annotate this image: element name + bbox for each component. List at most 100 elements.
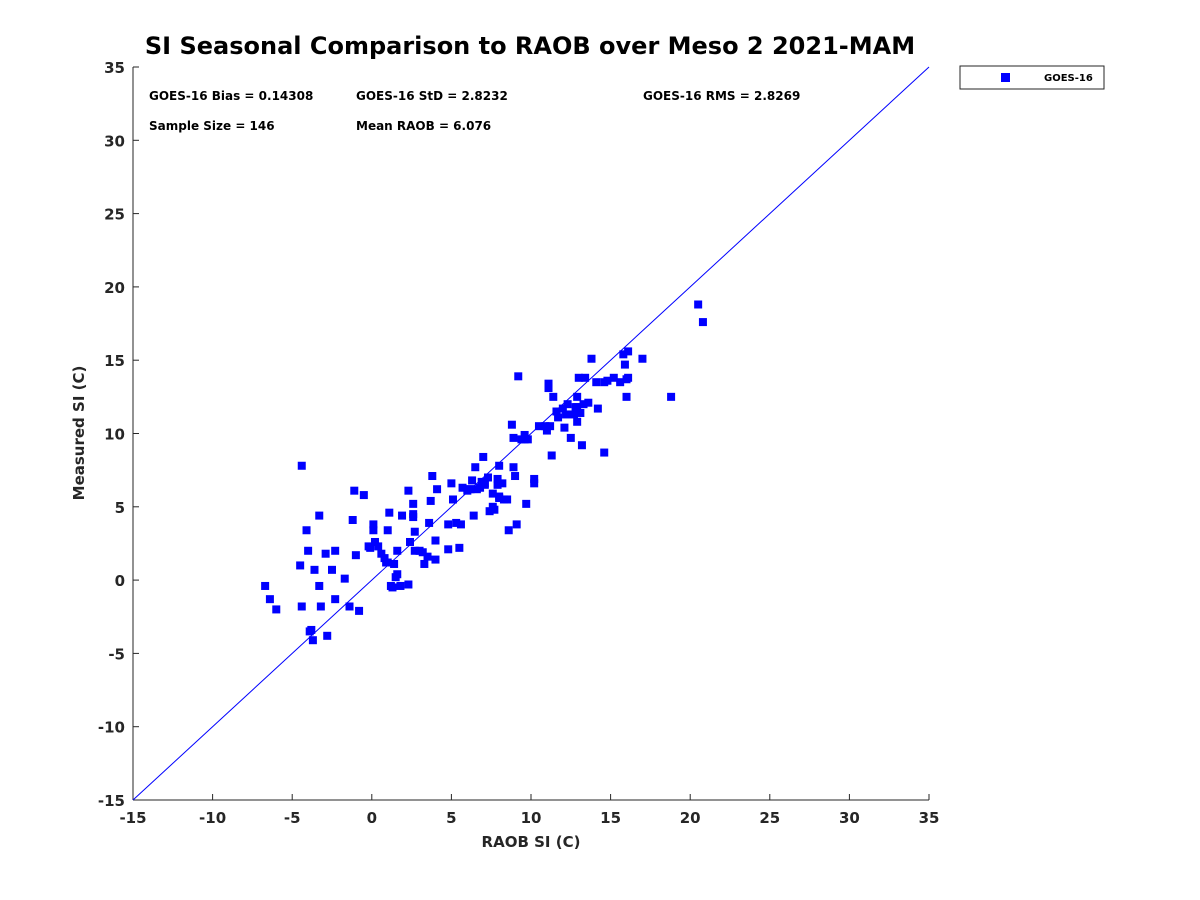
- data-point: [484, 473, 493, 482]
- data-point: [316, 602, 325, 611]
- data-point: [364, 542, 373, 551]
- data-point: [503, 495, 512, 504]
- data-point: [265, 595, 274, 604]
- x-tick-label: 30: [839, 809, 860, 827]
- data-point: [592, 378, 601, 387]
- x-axis-label: RAOB SI (C): [482, 833, 581, 851]
- data-point: [390, 559, 399, 568]
- axes: [132, 67, 929, 801]
- data-point: [576, 408, 585, 417]
- data-point: [549, 392, 558, 401]
- data-point: [616, 378, 625, 387]
- data-point: [377, 549, 386, 558]
- data-point: [511, 472, 520, 481]
- data-point: [383, 558, 392, 567]
- data-point: [455, 543, 464, 552]
- data-point: [638, 354, 647, 363]
- data-point: [420, 559, 429, 568]
- data-point: [345, 602, 354, 611]
- legend-box: [959, 65, 1105, 90]
- data-point: [573, 392, 582, 401]
- x-tick-label: 25: [759, 809, 780, 827]
- data-point: [388, 583, 397, 592]
- data-point: [350, 486, 359, 495]
- axis-ticks: -15 -10 -5 0 5 10 15 20 25 30 35 -15 -10 -5 0 5 10 15 20 25…: [98, 59, 940, 827]
- data-point: [504, 526, 513, 535]
- data-point: [452, 518, 461, 527]
- data-point: [374, 542, 383, 551]
- stat-mean-raob: Mean RAOB = 6.076: [356, 119, 491, 133]
- data-point: [272, 605, 281, 614]
- data-point: [485, 507, 494, 516]
- data-point: [624, 347, 633, 356]
- data-point: [398, 511, 407, 520]
- data-point: [385, 508, 394, 517]
- y-tick-label: 35: [104, 59, 125, 77]
- data-point: [493, 480, 502, 489]
- data-point: [310, 565, 319, 574]
- data-point: [581, 373, 590, 382]
- data-point: [600, 448, 609, 457]
- stat-bias: GOES-16 Bias = 0.14308: [149, 89, 313, 103]
- data-point: [512, 520, 521, 529]
- data-point: [523, 435, 532, 444]
- data-point: [573, 417, 582, 426]
- data-point: [380, 554, 389, 563]
- data-point: [428, 472, 437, 481]
- y-tick-label: 10: [104, 426, 125, 444]
- data-point: [579, 400, 588, 409]
- y-tick-label: 15: [104, 352, 125, 370]
- data-point: [433, 485, 442, 494]
- data-point: [509, 433, 518, 442]
- data-point: [458, 483, 467, 492]
- data-point: [584, 398, 593, 407]
- data-point: [431, 555, 440, 564]
- data-point: [569, 410, 578, 419]
- data-point: [469, 511, 478, 520]
- y-tick-label: 5: [115, 499, 125, 517]
- x-tick-label: 15: [600, 809, 621, 827]
- data-point: [261, 581, 270, 590]
- data-point: [359, 491, 368, 500]
- x-tick-label: 0: [367, 809, 377, 827]
- data-point: [426, 496, 435, 505]
- x-tick-label: 20: [680, 809, 701, 827]
- stat-std: GOES-16 StD = 2.8232: [356, 89, 508, 103]
- y-tick-label: -10: [98, 719, 125, 737]
- data-point: [456, 520, 465, 529]
- scatter-points: [261, 300, 707, 645]
- data-point: [507, 420, 516, 429]
- data-point: [370, 537, 379, 546]
- y-axis-label: Measured SI (C): [70, 366, 88, 501]
- data-point: [619, 350, 628, 359]
- stats-block: GOES-16 Bias = 0.14308 GOES-16 StD = 2.8…: [149, 89, 800, 133]
- data-point: [404, 486, 413, 495]
- data-point: [328, 565, 336, 574]
- data-point: [544, 384, 553, 393]
- data-point: [547, 451, 556, 460]
- x-tick-label: 35: [919, 809, 940, 827]
- data-point: [369, 520, 378, 529]
- data-point: [573, 403, 582, 412]
- data-point: [406, 537, 415, 546]
- data-point: [667, 392, 676, 401]
- data-point: [587, 354, 596, 363]
- data-point: [444, 545, 453, 554]
- data-point: [315, 581, 324, 590]
- data-point: [530, 474, 539, 483]
- data-point: [425, 518, 434, 527]
- y-tick-label: 25: [104, 206, 125, 224]
- data-point: [476, 483, 485, 492]
- data-point: [566, 433, 575, 442]
- data-point: [410, 527, 419, 536]
- x-tick-label: -5: [284, 809, 301, 827]
- y-tick-label: -5: [108, 645, 125, 663]
- stat-rms: GOES-16 RMS = 2.8269: [643, 89, 800, 103]
- data-point: [698, 318, 707, 327]
- data-point: [297, 602, 306, 611]
- data-point: [444, 520, 453, 529]
- data-point: [490, 505, 499, 514]
- data-point: [558, 404, 567, 413]
- legend-marker-square: [1001, 73, 1010, 82]
